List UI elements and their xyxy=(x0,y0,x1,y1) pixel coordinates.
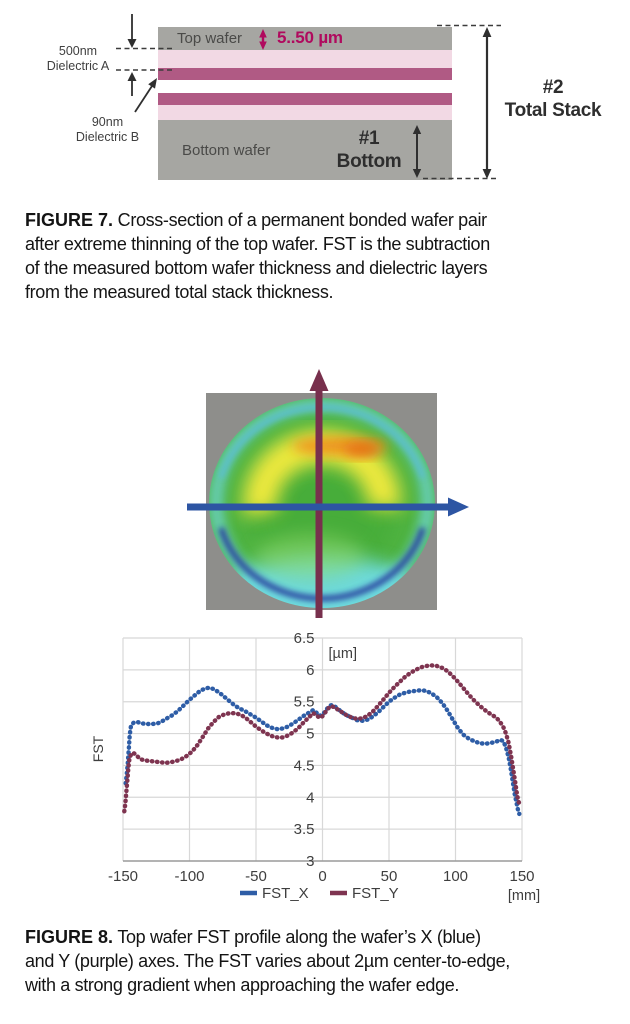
bottom-wafer-label: Bottom wafer xyxy=(182,142,271,159)
bottom-thickness-double-arrow xyxy=(412,125,422,178)
x-axis-arrow xyxy=(187,497,469,517)
wafer-map-image xyxy=(187,369,469,618)
caption-line: FIGURE 8. Top wafer FST profile along th… xyxy=(25,925,613,949)
dielectric-b-label: 90nm Dielectric B xyxy=(50,115,165,145)
y-tick-label: 5.5 xyxy=(294,694,315,711)
x-tick-label: 0 xyxy=(318,868,326,885)
bottom-ref-text: Bottom xyxy=(336,151,402,172)
figure8-caption: FIGURE 8. Top wafer FST profile along th… xyxy=(25,925,613,997)
dielectric-a-thickness: 500nm xyxy=(58,44,98,58)
thickness-double-arrow xyxy=(259,29,267,50)
y-tick-label: 6 xyxy=(306,662,314,679)
top-wafer-layer xyxy=(158,27,452,50)
fst-profile-chart: 3 3.5 4 4.5 5 5.5 6 6.5 -150 -100 -50 0 50 100 150 [µm]… xyxy=(90,630,540,904)
y-tick-label: 6.5 xyxy=(294,630,315,647)
caption-line: from the measured total stack thickness. xyxy=(25,282,334,302)
bottom-ref-number: #1 xyxy=(358,128,380,149)
dielectric-a-down-arrow xyxy=(127,14,137,48)
chart-axis-labels: 3 3.5 4 4.5 5 5.5 6 6.5 -150 -100 -50 0 50 100 150 [µm]… xyxy=(90,630,540,904)
figure7-diagram: Top wafer 5..50 µm 500nm Dielectric A 90… xyxy=(0,0,630,200)
total-stack-double-arrow xyxy=(482,27,492,179)
x-unit-label: [mm] xyxy=(508,888,540,904)
bottom-wafer-layer xyxy=(158,120,452,180)
caption-line: of the measured bottom wafer thickness a… xyxy=(25,258,488,278)
dielectric-b-layer-top xyxy=(158,68,452,80)
caption-line: and Y (purple) axes. The FST varies abou… xyxy=(25,951,510,971)
y-axis-title: FST xyxy=(90,735,106,762)
chart-grid xyxy=(122,637,523,862)
y-tick-label: 3.5 xyxy=(294,821,315,838)
dielectric-a-layer-top xyxy=(158,50,452,68)
y-tick-label: 3 xyxy=(306,853,314,870)
caption-line: after extreme thinning of the top wafer.… xyxy=(25,234,490,254)
figure7-caption-label: FIGURE 7. xyxy=(25,210,114,230)
caption-line: with a strong gradient when approaching … xyxy=(25,975,460,995)
x-tick-label: -150 xyxy=(108,868,138,885)
y-axis-arrow xyxy=(309,369,329,618)
top-wafer-label: Top wafer xyxy=(177,30,243,47)
dielectric-a-up-arrow xyxy=(127,72,137,96)
chart-legend: FST_X FST_Y xyxy=(240,885,399,902)
figure7-annotations xyxy=(116,14,501,180)
caption-text: Top wafer FST profile along the wafer’s … xyxy=(117,927,481,947)
legend-label-FST_Y: FST_Y xyxy=(352,885,399,902)
x-tick-label: 50 xyxy=(381,868,398,885)
x-tick-label: 150 xyxy=(509,868,534,885)
dielectric-b-layer-bottom xyxy=(158,93,452,105)
dielectric-a-label: 500nm Dielectric A xyxy=(28,44,128,74)
dielectric-b-thickness: 90nm xyxy=(91,115,124,129)
x-tick-label: 100 xyxy=(443,868,468,885)
dielectric-a-layer-bottom xyxy=(158,105,452,120)
figure7-caption: FIGURE 7. Cross-section of a permanent b… xyxy=(25,208,613,304)
legend-label-FST_X: FST_X xyxy=(262,885,309,902)
y-tick-label: 4 xyxy=(306,789,314,806)
figure8-caption-label: FIGURE 8. xyxy=(25,927,114,947)
y-unit-label: [µm] xyxy=(329,646,358,662)
dielectric-a-name: Dielectric A xyxy=(46,59,110,73)
thickness-label: 5..50 µm xyxy=(277,28,343,47)
dielectric-b-name: Dielectric B xyxy=(75,130,140,144)
x-tick-label: -100 xyxy=(174,868,204,885)
caption-text: Cross-section of a permanent bonded wafe… xyxy=(117,210,487,230)
caption-line: FIGURE 7. Cross-section of a permanent b… xyxy=(25,208,613,232)
total-stack-number: #2 xyxy=(542,77,564,98)
x-tick-label: -50 xyxy=(245,868,267,885)
total-stack-text: Total Stack xyxy=(504,100,602,121)
series-FST_Y xyxy=(122,663,522,814)
total-stack-label: #2 Total Stack xyxy=(498,76,608,122)
y-tick-label: 4.5 xyxy=(294,757,315,774)
y-tick-label: 5 xyxy=(306,726,314,743)
dielectric-b-pointer-arrow xyxy=(134,78,157,113)
bottom-ref-label: #1 Bottom xyxy=(330,127,408,173)
